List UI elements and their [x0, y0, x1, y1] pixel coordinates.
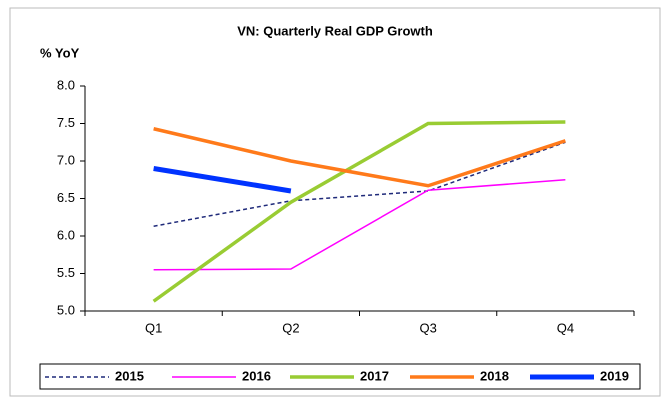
legend-box: [39, 363, 641, 390]
legend-label: 2016: [242, 368, 271, 383]
series-line: [153, 166, 292, 194]
y-tick-label: 6.0: [57, 227, 75, 242]
chart-frame: [9, 7, 661, 397]
x-tick-label: Q2: [282, 320, 299, 335]
y-tick-label: 5.0: [57, 302, 75, 317]
y-tick-label: 7.0: [57, 152, 75, 167]
series-line: [152, 120, 566, 303]
x-tick-label: Q4: [557, 320, 574, 335]
series-line: [153, 141, 566, 227]
y-tick-label: 5.5: [57, 265, 75, 280]
y-tick-label: 7.5: [57, 115, 75, 130]
x-tick-label: Q3: [419, 320, 436, 335]
series-line: [153, 127, 566, 188]
legend-label: 2015: [115, 368, 144, 383]
chart-title: VN: Quarterly Real GDP Growth: [237, 23, 433, 38]
y-tick-label: 6.5: [57, 190, 75, 205]
legend-label: 2017: [360, 368, 389, 383]
y-tick-label: 8.0: [57, 77, 75, 92]
legend-label: 2019: [600, 368, 629, 383]
x-tick-label: Q1: [145, 320, 162, 335]
legend-label: 2018: [480, 368, 509, 383]
series-line: [153, 179, 566, 271]
y-axis-label: % YoY: [40, 45, 80, 60]
